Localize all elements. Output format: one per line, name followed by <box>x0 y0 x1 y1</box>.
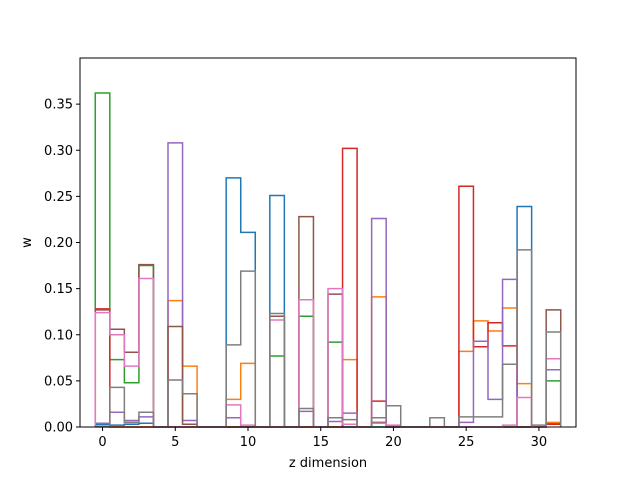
y-tick-label: 0.05 <box>44 374 73 389</box>
x-tick-label: 30 <box>531 435 548 450</box>
x-tick-label: 15 <box>312 435 329 450</box>
y-ticks: 0.00 0.05 0.10 0.15 0.20 0.25 0.30 0.35 <box>44 98 80 436</box>
x-tick-label: 25 <box>458 435 475 450</box>
x-tick-label: 0 <box>98 435 106 450</box>
y-tick-label: 0.00 <box>44 421 73 436</box>
y-tick-label: 0.35 <box>44 98 73 113</box>
x-tick-label: 20 <box>385 435 402 450</box>
y-tick-label: 0.20 <box>44 236 73 251</box>
y-tick-label: 0.10 <box>44 328 73 343</box>
x-tick-label: 5 <box>171 435 179 450</box>
y-tick-label: 0.25 <box>44 190 73 205</box>
y-tick-label: 0.15 <box>44 282 73 297</box>
y-axis-label: w <box>20 237 35 248</box>
x-axis-label: z dimension <box>289 456 367 471</box>
x-tick-label: 10 <box>240 435 257 450</box>
x-ticks: 0 5 10 15 20 25 30 <box>98 427 547 450</box>
y-tick-label: 0.30 <box>44 144 73 159</box>
